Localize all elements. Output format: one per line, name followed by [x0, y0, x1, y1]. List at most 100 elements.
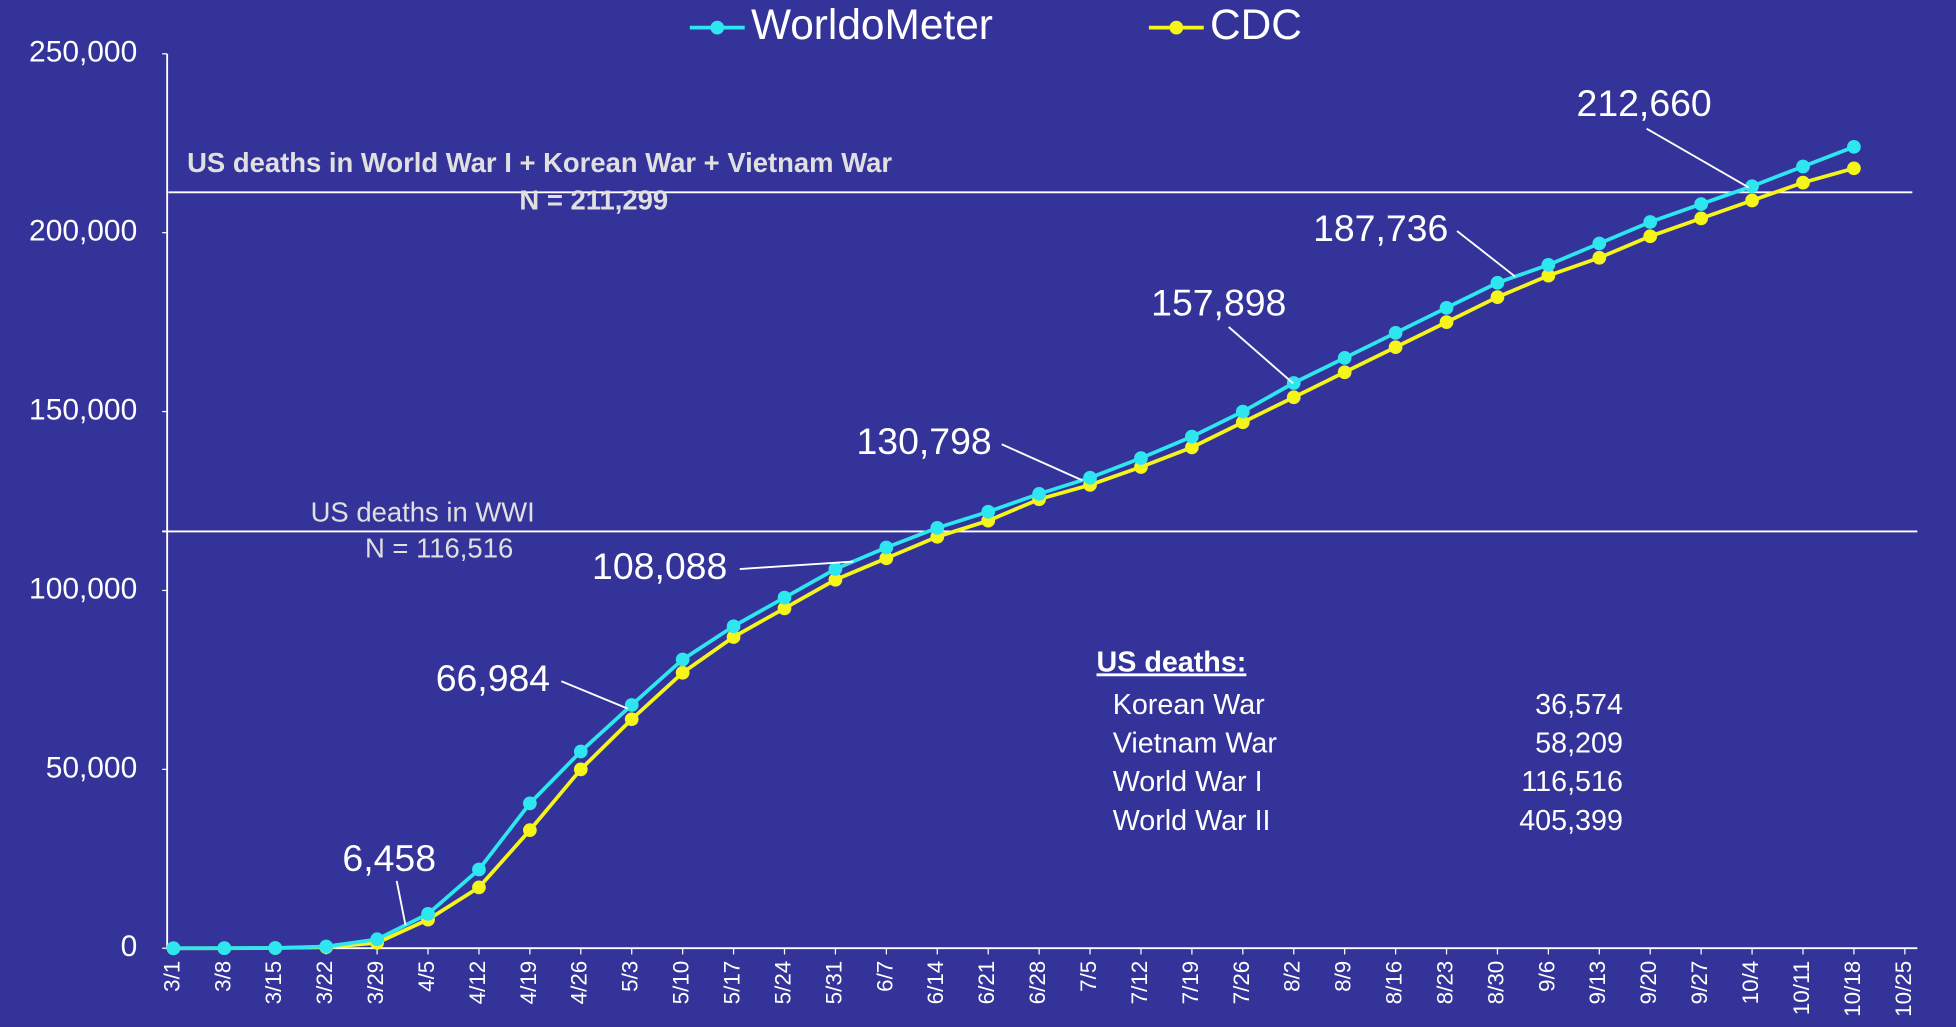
- annotation-leader: [1456, 230, 1516, 278]
- data-point: [1337, 365, 1352, 380]
- data-point: [1286, 390, 1301, 405]
- data-point: [1490, 275, 1505, 290]
- data-point: [1185, 429, 1199, 444]
- annotation-leader: [1646, 127, 1750, 189]
- x-tick-label: 5/24: [770, 961, 795, 1005]
- reference-label: US deaths in WWI: [311, 496, 535, 527]
- y-tick-label: 50,000: [46, 751, 138, 784]
- legend-label: WorldoMeter: [751, 1, 993, 48]
- data-point: [1643, 215, 1658, 229]
- data-point: [573, 744, 588, 759]
- data-point: [1286, 376, 1301, 390]
- x-tick-label: 7/26: [1229, 961, 1254, 1005]
- x-tick-label: 10/25: [1891, 961, 1916, 1017]
- x-tick-label: 3/1: [159, 961, 184, 992]
- annotation-label: 108,088: [592, 545, 727, 587]
- data-point: [828, 562, 843, 576]
- annotation-label: 157,898: [1151, 282, 1286, 324]
- x-tick-label: 5/31: [821, 961, 846, 1005]
- data-point: [1388, 340, 1403, 355]
- reference-label: US deaths in World War I + Korean War + …: [187, 147, 892, 178]
- annotation-label: 212,660: [1577, 82, 1712, 124]
- data-point: [624, 698, 639, 712]
- x-tick-label: 5/17: [720, 961, 745, 1005]
- annotation-label: 66,984: [436, 657, 550, 699]
- y-tick-label: 0: [121, 930, 138, 963]
- x-tick-label: 6/21: [974, 961, 999, 1005]
- table-cell: World War I: [1113, 766, 1263, 798]
- annotation-leader: [1228, 326, 1294, 385]
- x-tick-label: 7/5: [1076, 961, 1101, 992]
- data-point: [1337, 351, 1352, 365]
- table-cell: 36,574: [1535, 689, 1623, 721]
- table-title: US deaths:: [1097, 646, 1247, 678]
- data-point: [1592, 250, 1607, 265]
- data-point: [217, 941, 232, 956]
- x-tick-label: 9/20: [1636, 961, 1661, 1005]
- x-tick-label: 3/15: [261, 961, 286, 1005]
- data-point: [1694, 197, 1709, 211]
- data-point: [1185, 440, 1199, 455]
- annotation-label: 6,458: [342, 837, 436, 879]
- legend-label: CDC: [1210, 1, 1302, 48]
- annotation-leader: [395, 880, 407, 926]
- data-point: [675, 652, 690, 667]
- x-tick-label: 8/2: [1280, 961, 1305, 992]
- x-tick-label: 4/26: [567, 961, 592, 1005]
- data-point: [1745, 193, 1759, 208]
- x-tick-label: 5/10: [669, 961, 694, 1005]
- y-tick-label: 150,000: [29, 393, 137, 426]
- data-point: [828, 572, 843, 587]
- table-cell: Vietnam War: [1113, 727, 1278, 759]
- data-point: [523, 823, 537, 838]
- data-point: [166, 941, 181, 956]
- x-tick-label: 9/6: [1534, 961, 1559, 992]
- legend-marker: [1169, 20, 1184, 35]
- data-point: [1847, 161, 1861, 176]
- x-tick-label: 3/8: [210, 961, 235, 992]
- x-tick-label: 8/16: [1382, 961, 1407, 1005]
- data-point: [1643, 229, 1658, 244]
- data-point: [981, 504, 996, 519]
- data-point: [777, 590, 792, 605]
- x-tick-label: 8/30: [1483, 961, 1508, 1005]
- data-point: [1439, 315, 1454, 330]
- data-point: [1439, 300, 1454, 315]
- data-point: [1083, 470, 1097, 485]
- data-point: [573, 762, 588, 777]
- data-point: [1235, 415, 1250, 430]
- annotation-label: 130,798: [857, 420, 992, 462]
- data-point: [726, 630, 741, 644]
- annotation-leader: [1001, 443, 1083, 482]
- data-point: [268, 941, 283, 955]
- x-tick-label: 5/3: [618, 961, 643, 992]
- x-tick-label: 8/9: [1331, 961, 1356, 992]
- data-point: [1541, 258, 1556, 272]
- y-tick-label: 200,000: [29, 215, 137, 248]
- x-tick-label: 7/12: [1127, 961, 1152, 1005]
- data-point: [1032, 487, 1046, 501]
- x-tick-label: 7/19: [1178, 961, 1203, 1005]
- data-point: [472, 880, 486, 895]
- data-point: [1592, 236, 1607, 251]
- data-point: [1388, 326, 1403, 340]
- data-point: [1134, 451, 1148, 465]
- x-tick-label: 6/14: [923, 961, 948, 1005]
- reference-n-label: N = 211,299: [519, 185, 668, 216]
- table-cell: World War II: [1113, 805, 1271, 837]
- x-tick-label: 10/11: [1789, 961, 1814, 1015]
- data-point: [1745, 179, 1759, 194]
- y-tick-label: 100,000: [29, 572, 137, 605]
- annotation-leader: [560, 680, 629, 710]
- data-point: [879, 540, 894, 555]
- x-tick-label: 9/27: [1687, 961, 1712, 1005]
- data-point: [1694, 211, 1709, 226]
- reference-n-label: N = 116,516: [365, 533, 513, 564]
- data-point: [319, 939, 334, 954]
- data-point: [879, 551, 894, 566]
- x-tick-label: 10/18: [1840, 961, 1865, 1017]
- data-point: [523, 796, 537, 811]
- data-point: [1541, 268, 1556, 283]
- x-tick-label: 4/19: [516, 961, 541, 1005]
